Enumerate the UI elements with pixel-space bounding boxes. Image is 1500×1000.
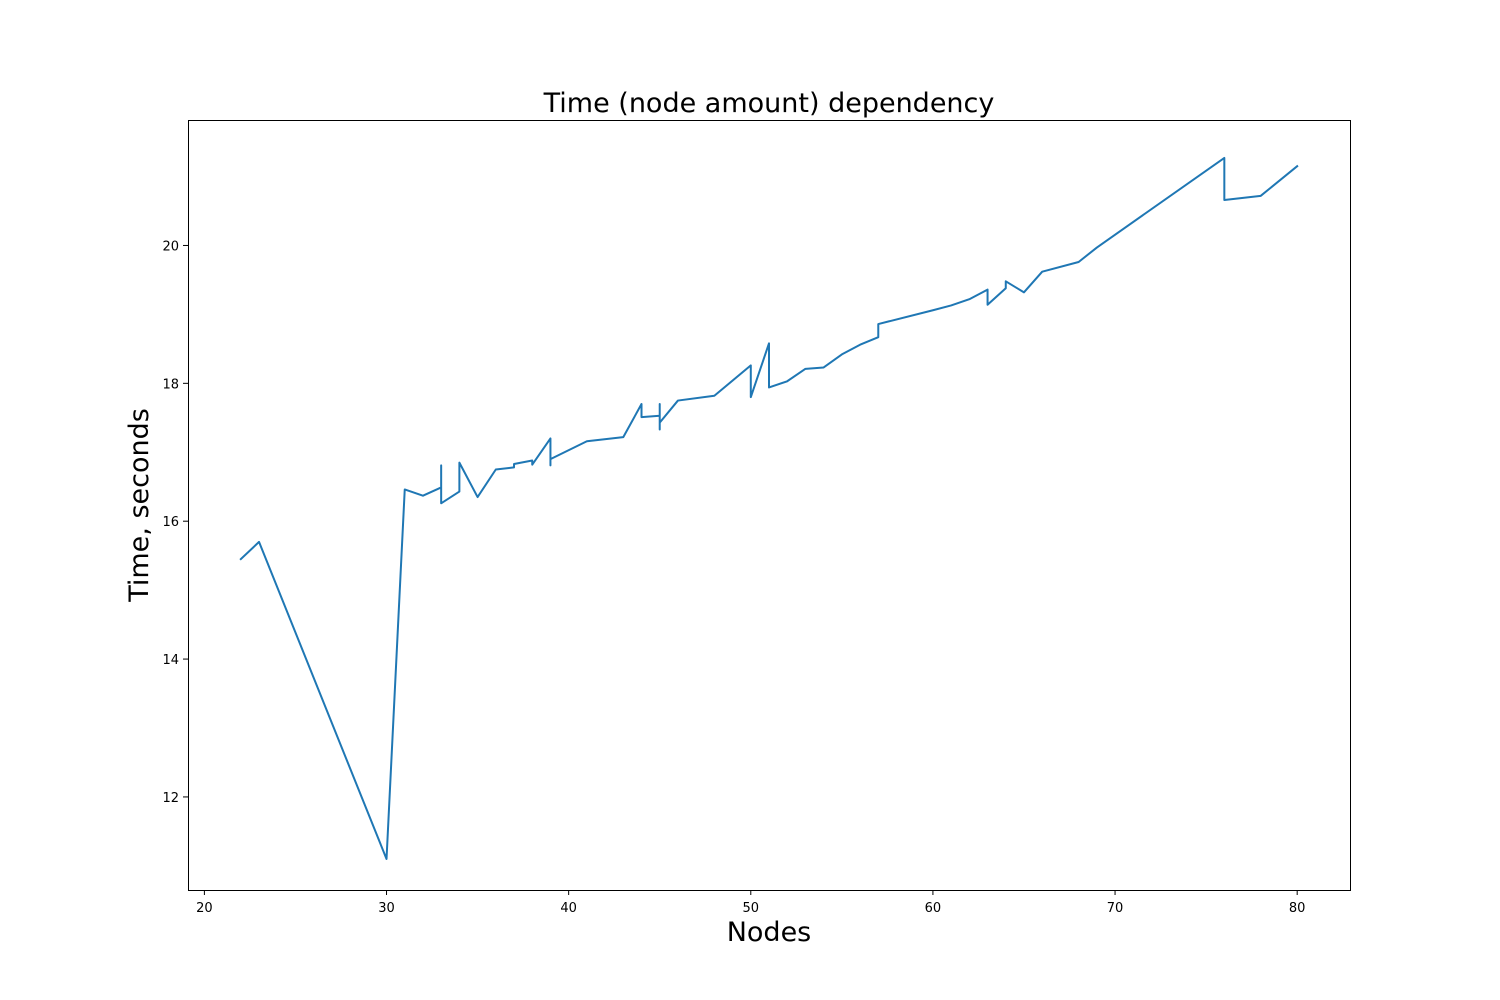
x-axis-label: Nodes: [727, 917, 812, 948]
y-tick-label: 20: [162, 239, 179, 254]
x-tick-label: 70: [1107, 901, 1124, 916]
y-tick-label: 14: [162, 653, 179, 668]
y-tick-label: 12: [162, 791, 179, 806]
y-axis-label: Time, seconds: [124, 408, 155, 603]
x-axis-ticks: 20 30 40 50 60 70 80: [196, 890, 1305, 916]
y-tick-label: 16: [162, 515, 179, 530]
x-tick-label: 80: [1289, 901, 1306, 916]
series-line: [239, 156, 1299, 860]
x-tick-label: 60: [925, 901, 942, 916]
plot-frame: [188, 120, 1351, 891]
y-tick-label: 18: [162, 377, 179, 392]
chart-title: Time (node amount) dependency: [543, 88, 995, 119]
y-axis-ticks: 12 14 16 18 20: [162, 239, 188, 806]
x-tick-label: 20: [196, 901, 213, 916]
x-tick-label: 40: [560, 901, 577, 916]
x-tick-label: 30: [378, 901, 395, 916]
x-tick-label: 50: [743, 901, 760, 916]
